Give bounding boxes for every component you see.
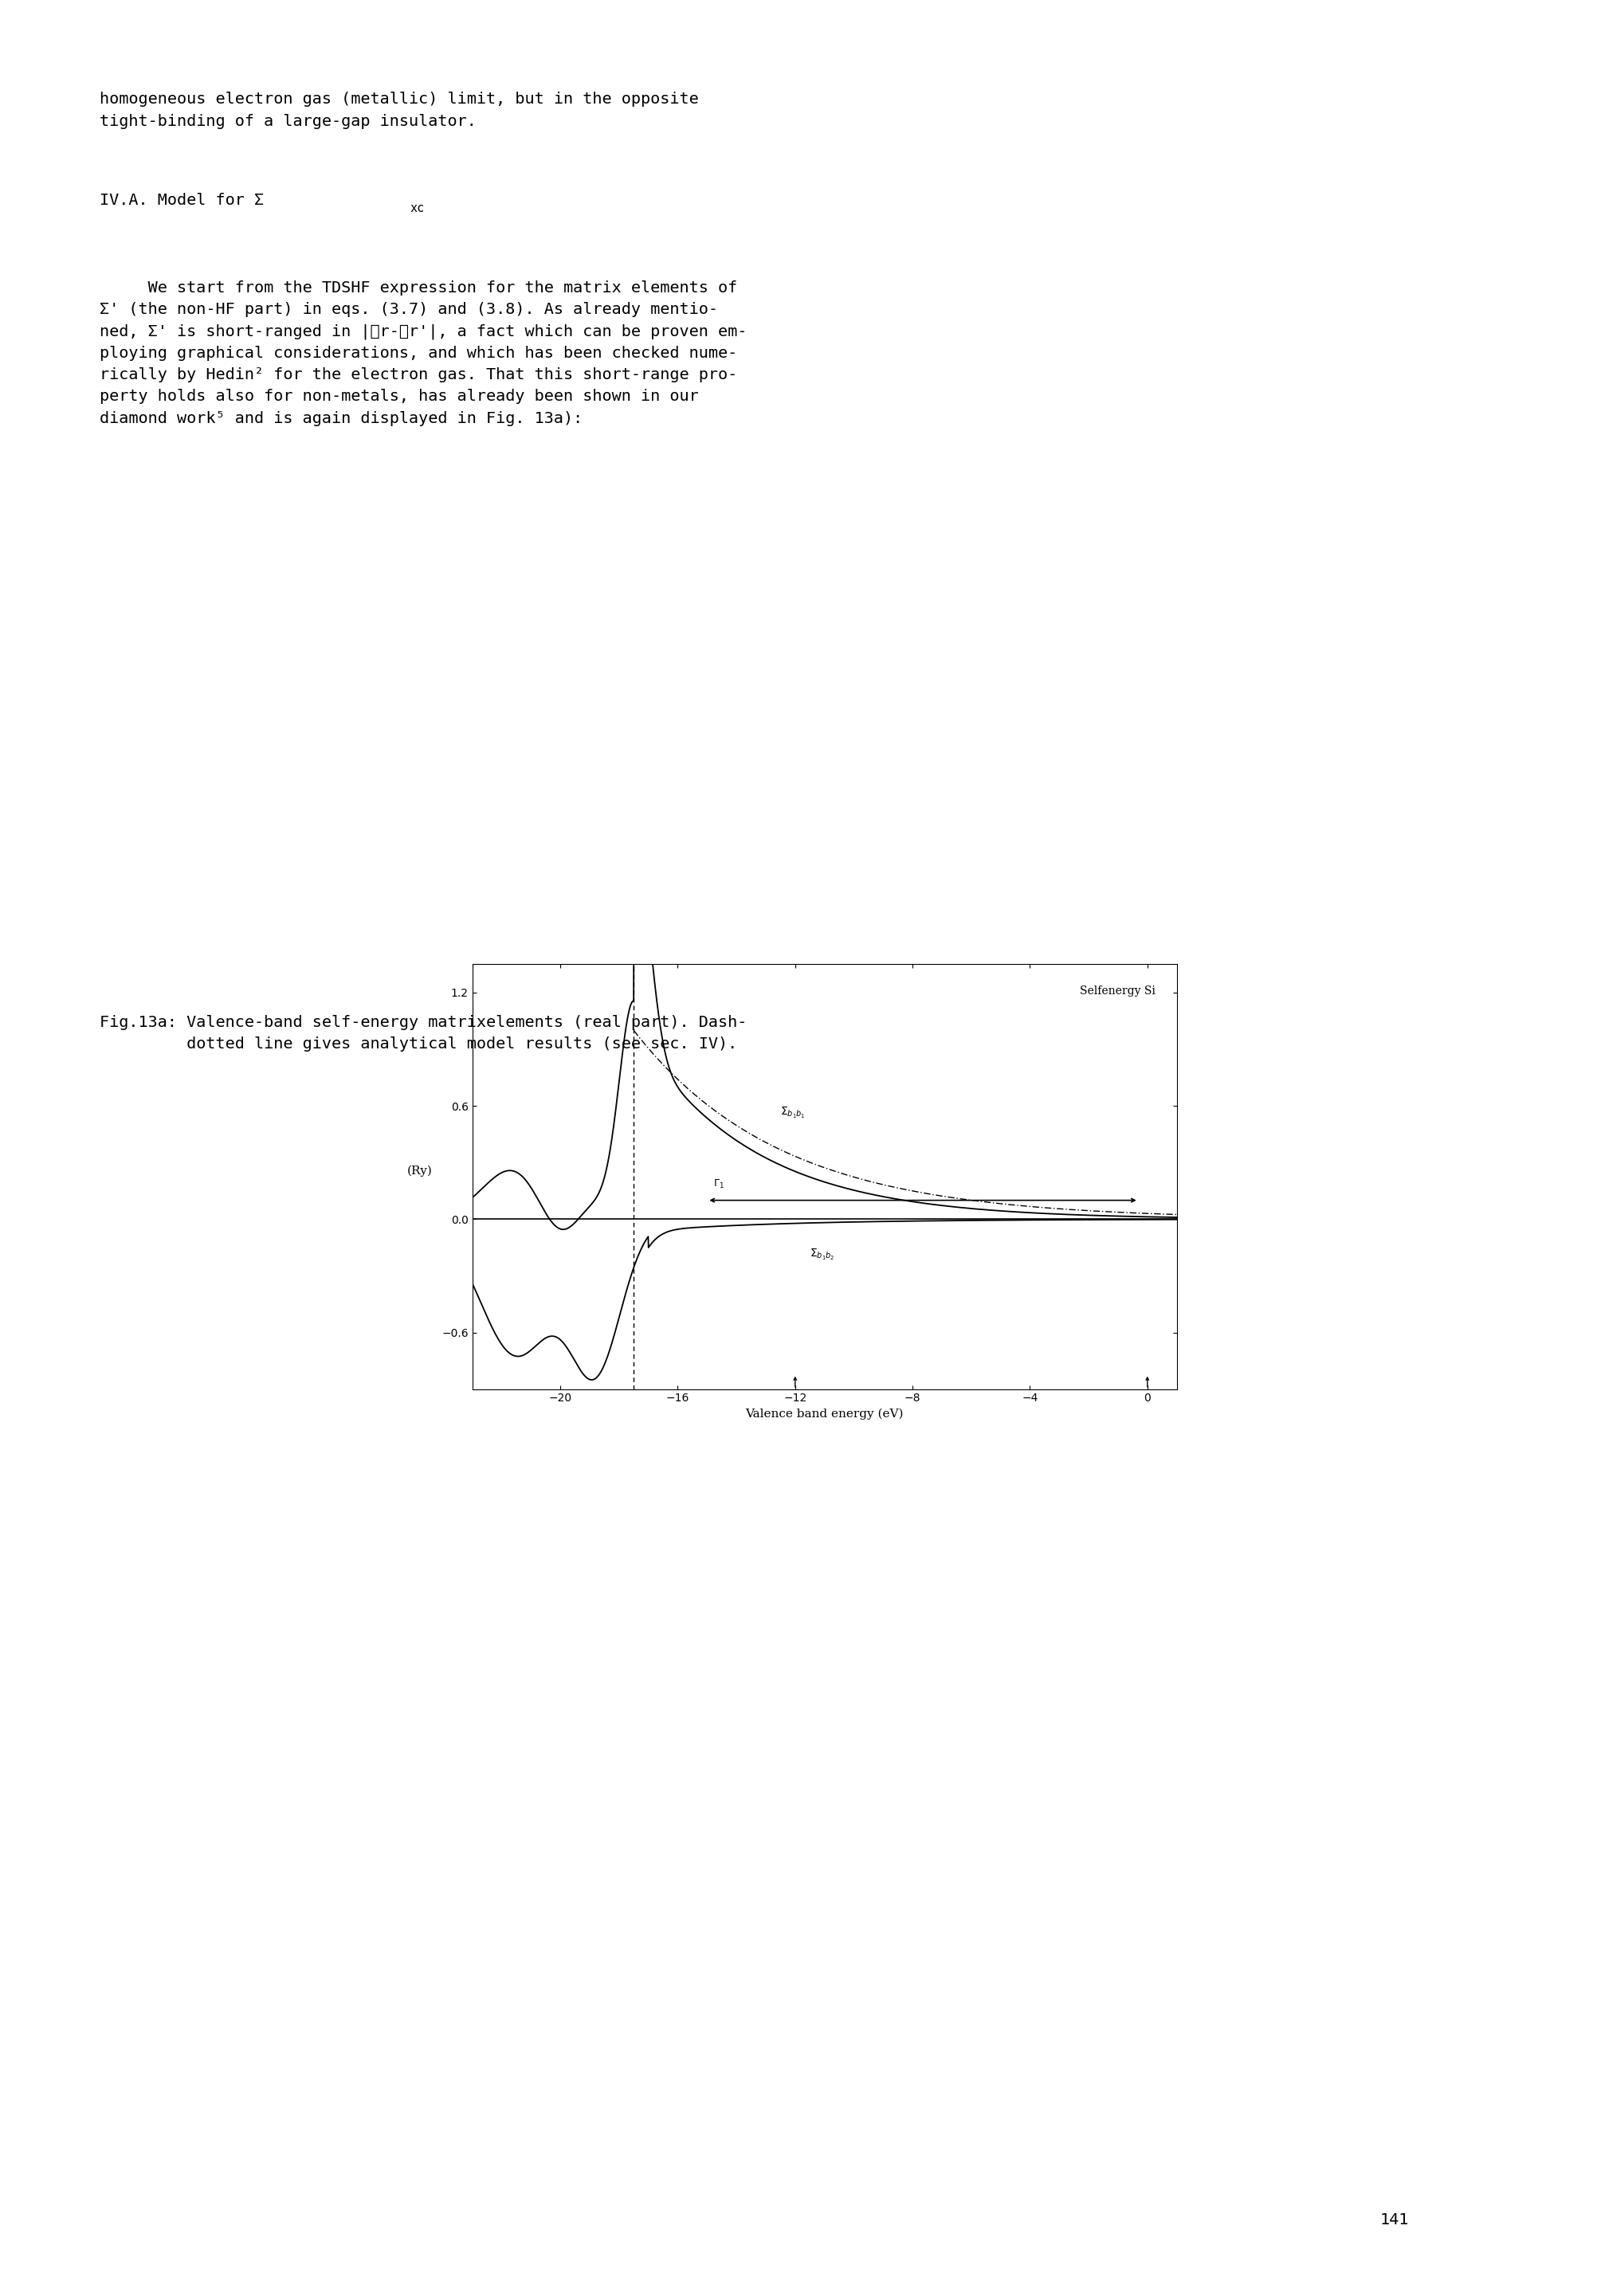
Text: homogeneous electron gas (metallic) limit, but in the opposite
tight-binding of : homogeneous electron gas (metallic) limi… (99, 92, 698, 129)
Text: We start from the TDSHF expression for the matrix elements of
Σ' (the non-HF par: We start from the TDSHF expression for t… (99, 280, 746, 425)
Text: IV.A. Model for Σ: IV.A. Model for Σ (99, 193, 264, 209)
Text: $\Sigma_{b_1b_1}$: $\Sigma_{b_1b_1}$ (781, 1107, 805, 1120)
Text: Selfenergy Si: Selfenergy Si (1081, 985, 1156, 996)
Text: $\Gamma_1$: $\Gamma_1$ (712, 1178, 724, 1189)
X-axis label: Valence band energy (eV): Valence band energy (eV) (746, 1407, 903, 1419)
Text: $\Sigma_{b_1b_2}$: $\Sigma_{b_1b_2}$ (810, 1247, 834, 1263)
Y-axis label: (Ry): (Ry) (407, 1166, 432, 1176)
Text: Fig.13a: Valence-band self-energy matrixelements (real part). Dash-
         dot: Fig.13a: Valence-band self-energy matrix… (99, 1015, 746, 1052)
Text: 141: 141 (1380, 2211, 1409, 2227)
Text: xc: xc (410, 202, 424, 214)
